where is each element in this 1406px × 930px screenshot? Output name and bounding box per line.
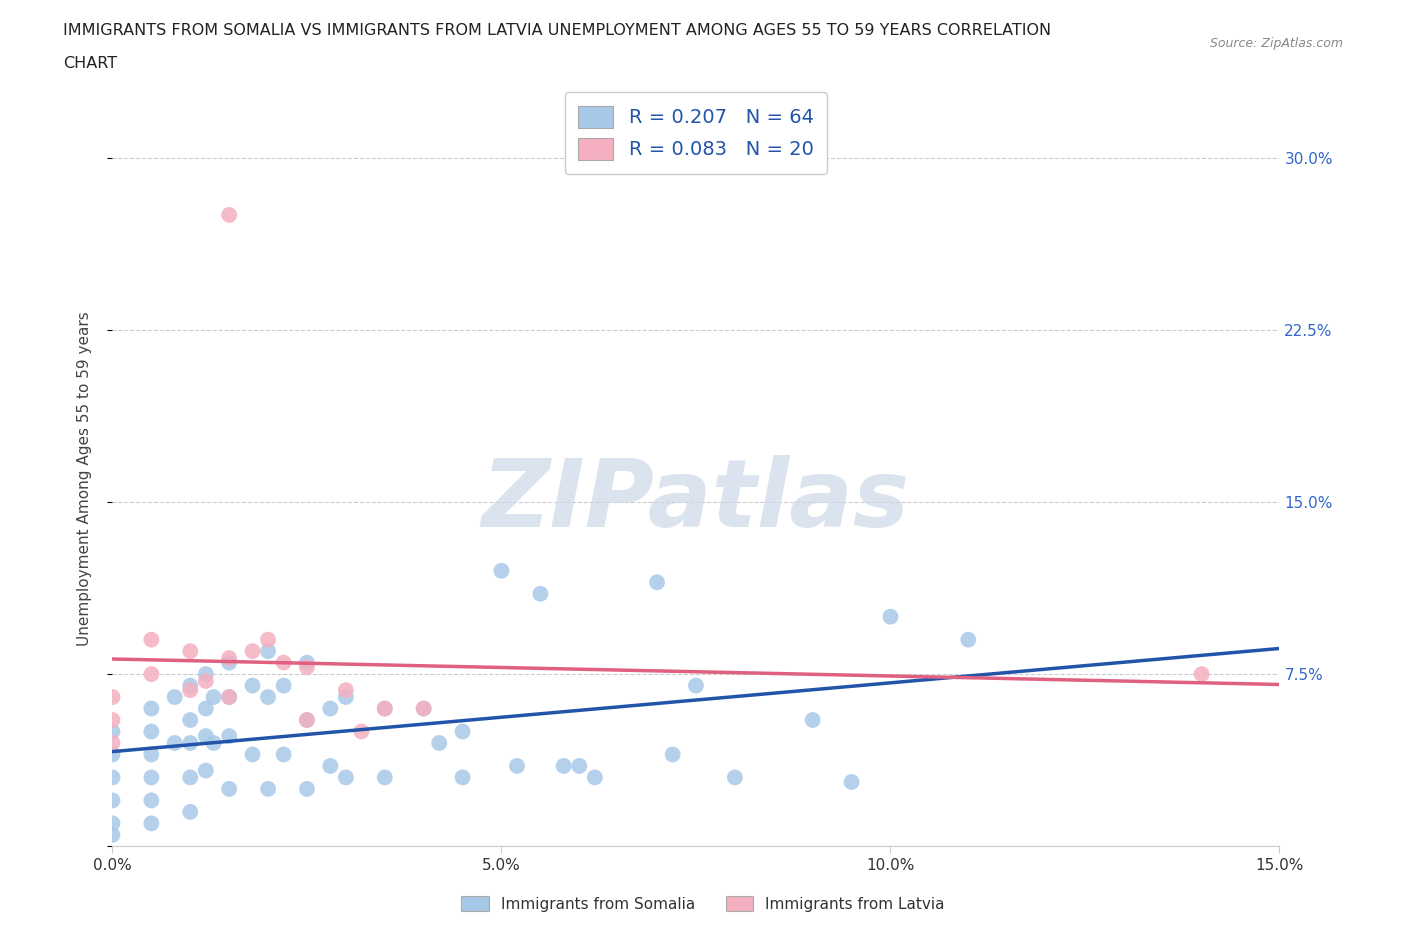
Point [374,701,396,716]
Point [141,816,163,830]
Point [273,656,295,671]
Point [319,701,342,716]
Point [101,724,124,739]
Point [529,586,551,601]
Point [879,609,901,624]
Point [101,770,124,785]
Point [645,575,668,590]
Point [242,747,264,762]
Point [141,747,163,762]
Point [1191,667,1213,682]
Point [568,759,591,774]
Point [141,793,163,808]
Point [218,651,240,666]
Point [179,678,201,693]
Point [257,632,280,647]
Point [412,701,434,716]
Point [412,701,434,716]
Point [724,770,747,785]
Point [319,759,342,774]
Point [202,690,225,705]
Point [295,659,318,674]
Point [194,673,217,688]
Point [179,683,201,698]
Point [218,781,240,796]
Point [218,729,240,744]
Point [350,724,373,739]
Point [101,793,124,808]
Point [661,747,683,762]
Point [194,667,217,682]
Point [257,781,280,796]
Point [163,736,186,751]
Point [295,712,318,727]
Point [218,207,240,222]
Point [335,770,357,785]
Point [841,775,863,790]
Point [141,701,163,716]
Point [273,678,295,693]
Point [335,683,357,698]
Point [553,759,575,774]
Point [101,828,124,843]
Point [257,644,280,658]
Point [101,690,124,705]
Point [194,764,217,778]
Point [101,712,124,727]
Text: IMMIGRANTS FROM SOMALIA VS IMMIGRANTS FROM LATVIA UNEMPLOYMENT AMONG AGES 55 TO : IMMIGRANTS FROM SOMALIA VS IMMIGRANTS FR… [63,23,1052,38]
Point [242,644,264,658]
Point [957,632,980,647]
Point [491,564,513,578]
Y-axis label: Unemployment Among Ages 55 to 59 years: Unemployment Among Ages 55 to 59 years [77,312,91,646]
Point [685,678,707,693]
Point [218,656,240,671]
Point [141,724,163,739]
Point [218,690,240,705]
Point [163,690,186,705]
Point [101,747,124,762]
Point [242,678,264,693]
Text: Source: ZipAtlas.com: Source: ZipAtlas.com [1209,37,1343,50]
Point [451,724,474,739]
Point [141,632,163,647]
Point [179,644,201,658]
Point [583,770,606,785]
Point [335,690,357,705]
Point [374,770,396,785]
Point [194,701,217,716]
Point [179,770,201,785]
Point [141,667,163,682]
Point [451,770,474,785]
Point [141,770,163,785]
Point [295,656,318,671]
Text: ZIPatlas: ZIPatlas [482,455,910,547]
Legend: R = 0.207   N = 64, R = 0.083   N = 20: R = 0.207 N = 64, R = 0.083 N = 20 [565,92,827,174]
Point [295,712,318,727]
Point [257,690,280,705]
Point [202,736,225,751]
Point [179,804,201,819]
Point [218,690,240,705]
Point [194,729,217,744]
Point [374,701,396,716]
Point [101,816,124,830]
Point [295,781,318,796]
Point [179,712,201,727]
Point [801,712,824,727]
Point [179,736,201,751]
Legend: Immigrants from Somalia, Immigrants from Latvia: Immigrants from Somalia, Immigrants from… [456,889,950,918]
Point [506,759,529,774]
Text: CHART: CHART [63,56,117,71]
Point [427,736,450,751]
Point [101,736,124,751]
Point [273,747,295,762]
